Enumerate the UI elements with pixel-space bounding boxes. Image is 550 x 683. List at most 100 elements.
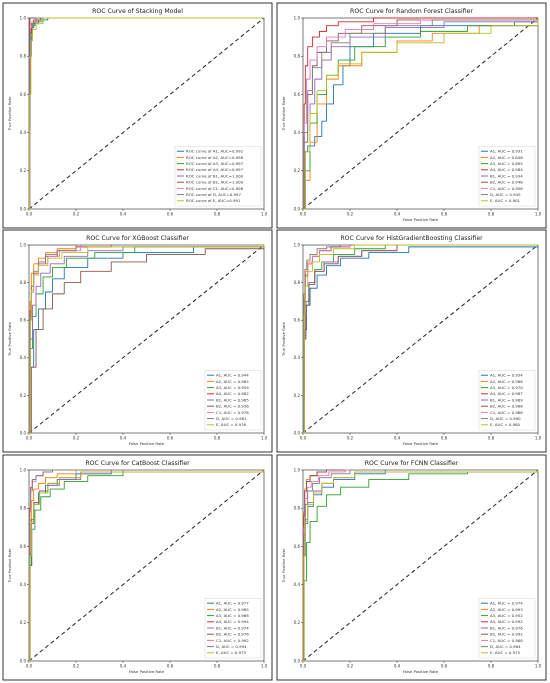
legend-label-B2: ROC curve of B2, AUC=1.000 [186, 180, 244, 185]
legend-label-B1: B1, AUC = 0.969 [490, 397, 523, 402]
legend-box [478, 370, 536, 431]
x-axis-label: False Positive Rate [403, 217, 439, 222]
legend-label-A2: A2, AUC = 0.993 [490, 607, 523, 612]
roc-line-B2 [303, 469, 538, 662]
legend-label-C1: C1, AUC = 0.978 [216, 410, 249, 415]
chance-diagonal [28, 469, 265, 662]
chart-title: ROC Curve for Random Forest Classifier [350, 8, 473, 15]
legend-label-C1: C1, AUC = 0.956 [490, 186, 523, 191]
legend-label-B1: B1, AUC = 0.965 [216, 397, 249, 402]
y-tick-label: 0.0 [20, 658, 27, 663]
chart-panel-6: ROC Curve for FCNN Classifier 0.0 0.2 0.4 0.… [276, 454, 547, 681]
legend-label-A4: A4, AUC = 0.994 [216, 619, 249, 624]
x-tick-label: 1.0 [261, 436, 268, 441]
y-axis-label: True Positive Rate [7, 321, 12, 356]
x-tick-label: 0.4 [120, 436, 127, 441]
x-tick-label: 0.0 [300, 664, 307, 669]
chart-panel-3: ROC Curve for XGBoost Classifier 0.0 0.2 0.… [2, 229, 273, 453]
y-tick-label: 1.0 [20, 242, 27, 247]
x-tick-label: 0.6 [441, 436, 448, 441]
y-tick-label: 1.0 [294, 467, 301, 472]
chance-diagonal [28, 244, 265, 434]
x-tick-label: 0.0 [26, 436, 33, 441]
legend-label-B1: ROC curve of B1, AUC=1.000 [186, 173, 244, 178]
y-tick-label: 0.4 [20, 355, 27, 360]
legend-label-C1: C1, AUC = 0.992 [216, 638, 249, 643]
roc-line-A2 [29, 244, 264, 434]
roc-line-E [29, 470, 265, 662]
chance-diagonal [302, 469, 539, 662]
roc-line-E [303, 470, 539, 662]
legend-box [174, 145, 262, 207]
legend-label-E: E, AUC = 0.975 [216, 650, 247, 655]
roc-line-B2 [29, 245, 265, 434]
y-tick-label: 0.2 [20, 168, 27, 173]
y-axis-label: True Positive Rate [281, 96, 286, 131]
y-tick-label: 0.6 [20, 318, 27, 323]
x-tick-label: 0.2 [73, 212, 80, 217]
y-tick-label: 1.0 [20, 467, 27, 472]
roc-line-E [29, 17, 264, 210]
legend-label-D: D, AUC = 0.990 [490, 416, 521, 421]
chance-diagonal [302, 17, 539, 210]
legend-label-D: D, AUC = 0.994 [216, 644, 247, 649]
y-tick-label: 0.4 [20, 130, 27, 135]
x-tick-label: 0.2 [73, 664, 80, 669]
x-tick-label: 0.6 [441, 664, 448, 669]
legend-label-A4: A4, AUC = 0.984 [490, 167, 523, 172]
y-tick-label: 0.2 [294, 168, 301, 173]
legend-label-A4: A4, AUC = 0.992 [490, 619, 523, 624]
legend-box [478, 598, 536, 659]
x-tick-label: 0.8 [214, 212, 221, 217]
roc-line-B1 [29, 245, 265, 434]
chart-panel-4: ROC Curve for HistGradientBoosting Class… [276, 229, 547, 453]
y-tick-label: 0.4 [294, 355, 301, 360]
legend-label-A1: A1, AUC = 0.931 [490, 149, 523, 154]
roc-line-A3 [29, 245, 265, 434]
legend-label-C1: ROC curve of C1, AUC=0.998 [186, 186, 244, 191]
y-tick-label: 1.0 [294, 15, 301, 20]
chart-panel-5: ROC Curve for CatBoost Classifier 0.0 0.2 0… [2, 454, 273, 681]
x-tick-label: 1.0 [535, 212, 542, 217]
y-tick-label: 0.8 [20, 54, 27, 59]
legend-label-A3: ROC curve of A3, AUC=0.997 [186, 161, 244, 166]
y-tick-label: 0.6 [20, 544, 27, 549]
x-tick-label: 1.0 [535, 436, 542, 441]
legend-label-D: D, AUC = 0.981 [216, 416, 247, 421]
x-tick-label: 0.4 [394, 436, 401, 441]
roc-line-C1 [303, 18, 539, 210]
legend-label-A2: A2, AUC = 0.985 [216, 607, 249, 612]
roc-line-E [303, 18, 539, 210]
y-tick-label: 0.2 [294, 393, 301, 398]
legend-label-A2: ROC curve of A2, AUC=0.998 [186, 155, 244, 160]
y-tick-label: 0.6 [294, 318, 301, 323]
legend-label-C1: C1, AUC = 0.988 [490, 638, 523, 643]
x-tick-label: 0.4 [120, 212, 127, 217]
x-tick-label: 0.2 [73, 436, 80, 441]
legend-label-B2: B2, AUC = 0.948 [490, 180, 523, 185]
roc-line-C1 [303, 469, 538, 662]
x-tick-label: 0.6 [441, 212, 448, 217]
legend-label-A2: A2, AUC = 0.988 [490, 379, 523, 384]
roc-line-B2 [303, 244, 538, 434]
x-tick-label: 0.0 [26, 664, 33, 669]
legend-label-B1: B1, AUC = 0.974 [216, 625, 249, 630]
x-tick-label: 0.2 [347, 664, 354, 669]
legend-label-A4: A4, AUC = 0.982 [216, 391, 249, 396]
y-tick-label: 0.6 [294, 544, 301, 549]
legend-label-A1: A1, AUC = 0.944 [216, 373, 249, 378]
y-tick-label: 1.0 [294, 242, 301, 247]
y-tick-label: 0.2 [20, 393, 27, 398]
roc-line-D [303, 469, 538, 662]
y-tick-label: 0.8 [294, 54, 301, 59]
roc-line-D [29, 469, 264, 662]
y-tick-label: 0.0 [294, 658, 301, 663]
roc-line-A3 [303, 470, 539, 662]
y-tick-label: 0.6 [294, 92, 301, 97]
legend-label-A3: A3, AUC = 0.968 [216, 613, 249, 618]
